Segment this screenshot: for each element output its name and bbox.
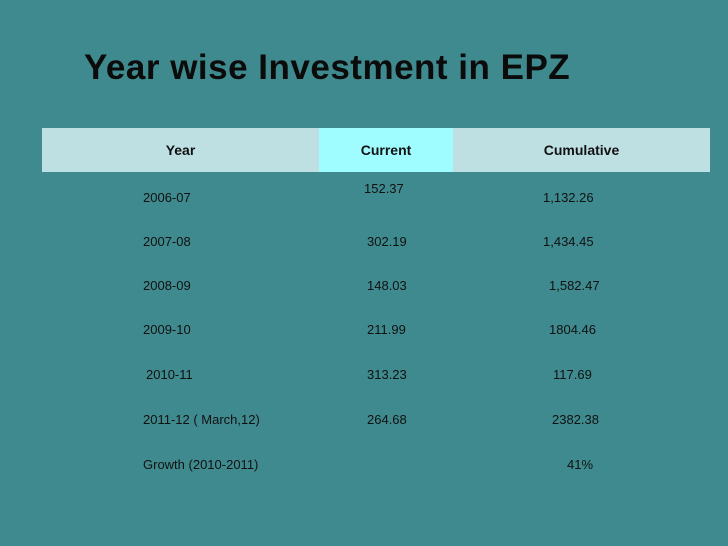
cell-cumulative: 1,582.47	[549, 278, 600, 293]
cell-year: 2011-12 ( March,12)	[143, 412, 260, 427]
header-current: Current	[319, 128, 453, 172]
cell-cumulative: 41%	[567, 457, 594, 472]
table-header: Year Current Cumulative	[42, 128, 710, 172]
cell-year: Growth (2010-2011)	[143, 457, 259, 472]
cell-cumulative: 1804.46	[549, 322, 596, 337]
cell-year: 2008-09	[143, 278, 191, 293]
page-title: Year wise Investment in EPZ	[84, 48, 571, 87]
cell-year: 2007-08	[143, 234, 191, 249]
cell-current: 211.99	[367, 322, 406, 337]
cell-cumulative: 1,434.45	[543, 234, 594, 249]
cell-current: 152.37	[364, 181, 404, 196]
cell-current: 302.19	[367, 234, 407, 249]
cell-current: 264.68	[367, 412, 407, 427]
cell-current: 148.03	[367, 278, 407, 293]
header-year: Year	[165, 142, 196, 158]
cell-cumulative: 117.69	[553, 367, 592, 382]
cell-cumulative: 2382.38	[552, 412, 599, 427]
cell-cumulative: 1,132.26	[543, 190, 594, 205]
header-cumulative: Cumulative	[543, 142, 620, 158]
cell-current: 313.23	[367, 367, 407, 382]
cell-year: 2006-07	[143, 190, 191, 205]
cell-year: 2009-10	[143, 322, 191, 337]
cell-year: 2010-11	[146, 367, 193, 382]
